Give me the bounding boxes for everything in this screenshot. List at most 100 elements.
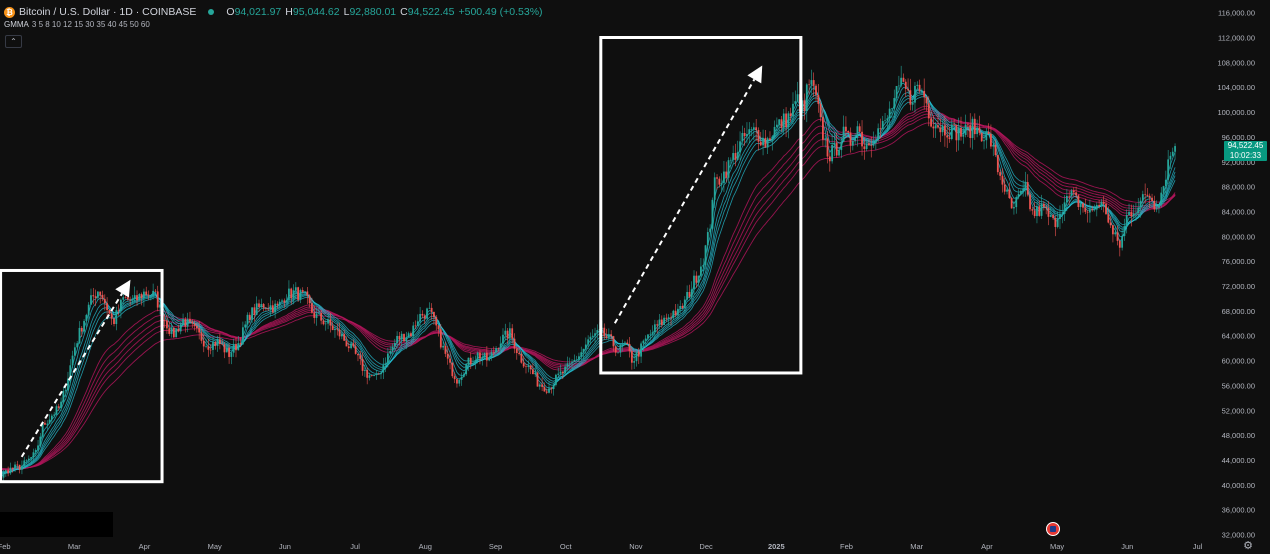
candle-body [610,334,613,337]
candle-body [214,342,217,346]
candle-body [805,84,808,112]
x-tick-label: May [208,542,222,551]
candle-body [637,351,640,357]
candle-body [785,113,787,128]
candle-body [1038,206,1041,216]
indicator-legend[interactable]: GMMA 3 5 8 10 12 15 30 35 40 45 50 60 [4,20,150,29]
candle-body [1158,204,1160,208]
candle-body [633,361,636,363]
x-tick-label: Mar [68,542,81,551]
candle-body [85,314,88,321]
candle-body [209,349,212,351]
candle-body [987,131,990,134]
candle-body [1040,203,1043,216]
candle-body [255,303,258,315]
candle-body [182,319,184,325]
flag-icon[interactable] [1046,522,1060,536]
candle-body [1095,204,1098,210]
candle-body [106,303,108,310]
candle-body [716,177,718,179]
candle-body [571,361,573,363]
candle-body [1033,210,1036,217]
symbol-title[interactable]: Bitcoin / U.S. Dollar · 1D · COINBASE [19,6,197,18]
candle-body [914,85,916,103]
candle-body [437,325,440,330]
candle-body [216,339,219,346]
candle-body [688,292,691,297]
y-tick-label: 100,000.00 [1217,108,1255,117]
candle-body [695,275,698,283]
candle-body [1084,207,1087,212]
candle-body [775,124,778,127]
y-tick-label: 88,000.00 [1222,183,1255,192]
candle-body [359,355,362,359]
candle-body [179,324,182,332]
candle-body [769,138,771,141]
candle-body [467,357,470,365]
candle-body [983,140,985,142]
candle-body [980,132,983,142]
candle-body [603,327,606,337]
candle-body [679,305,682,309]
candle-body [143,291,145,299]
candle-body [410,333,412,337]
candle-body [706,232,709,246]
candle-body [658,319,661,326]
x-tick-label: Jul [1193,542,1203,551]
candle-body [548,388,550,393]
price-axis[interactable]: 32,000.00 36,000.00 40,000.00 44,000.00 48,0… [1217,9,1255,540]
candle-body [265,307,267,309]
candle-body [428,307,431,309]
candle-body [649,333,652,335]
gear-icon[interactable]: ⚙ [1243,540,1253,552]
candle-body [281,300,283,302]
status-dot-icon [208,9,215,15]
candle-body [235,343,237,351]
candle-body [138,294,141,301]
candle-body [96,291,99,298]
candle-body [241,327,244,345]
candle-body [474,359,477,363]
candle-body [481,357,484,359]
candle-body [656,324,659,326]
candle-body [375,373,378,376]
x-tick-label: Feb [0,542,11,551]
candle-body [221,344,224,345]
time-axis[interactable]: Feb Mar Apr May Jun Jul Aug Sep Oct Nov Dec 2025 Feb… [0,542,1203,551]
candle-body [794,101,797,104]
candle-body [246,314,249,325]
candle-body [755,127,758,131]
y-tick-label: 116,000.00 [1218,9,1255,18]
collapse-legend-button[interactable]: ⌃ [5,35,22,48]
candle-body [329,319,332,326]
candle-body [343,334,346,341]
candle-body [941,125,944,133]
candle-body [1006,189,1008,192]
candle-body [2,472,5,478]
candle-body [71,355,74,366]
candle-body [458,379,461,384]
y-tick-label: 44,000.00 [1222,456,1255,465]
candle-body [739,141,741,153]
candle-body [32,452,35,458]
candle-body [907,88,909,91]
candle-body [849,132,852,146]
candle-body [568,362,571,364]
candle-body [741,132,744,142]
candle-body [948,137,951,140]
candle-body [943,125,946,136]
candle-body [488,357,491,361]
candle-body [1151,197,1153,201]
candle-body [444,345,447,354]
candle-body [416,321,419,326]
candle-body [934,125,937,129]
low-label: L [343,6,350,18]
candle-body [743,132,746,137]
candle-body [1001,175,1004,185]
candle-body [1109,222,1112,226]
candle-body [999,172,1002,176]
candle-body [605,336,608,338]
candle-body [1146,194,1149,196]
candle-body [48,419,51,424]
